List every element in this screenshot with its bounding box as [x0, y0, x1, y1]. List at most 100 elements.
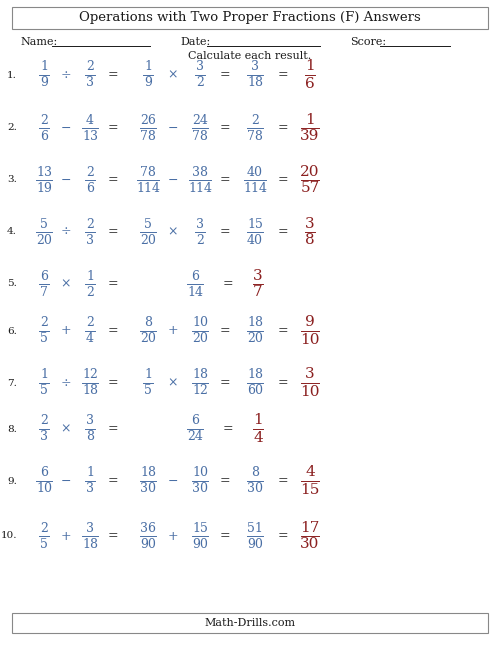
Text: +: + — [168, 529, 178, 542]
Text: 2: 2 — [86, 166, 94, 179]
Text: Score:: Score: — [350, 37, 386, 47]
Text: 3: 3 — [253, 269, 263, 283]
Text: 114: 114 — [243, 182, 267, 195]
Text: ×: × — [168, 377, 178, 389]
Text: ×: × — [61, 278, 72, 291]
Text: 20: 20 — [192, 333, 208, 345]
Text: +: + — [168, 325, 178, 338]
Text: 18: 18 — [82, 384, 98, 397]
Text: 4: 4 — [253, 430, 263, 444]
Text: 38: 38 — [192, 166, 208, 179]
Text: 5: 5 — [144, 217, 152, 230]
Text: 3: 3 — [86, 234, 94, 247]
Text: 3: 3 — [196, 61, 204, 74]
Text: 39: 39 — [300, 129, 320, 144]
Text: =: = — [222, 422, 234, 435]
Text: 1: 1 — [144, 369, 152, 382]
Text: 2: 2 — [251, 113, 259, 127]
Text: 19: 19 — [36, 182, 52, 195]
Text: =: = — [220, 474, 230, 487]
Text: 90: 90 — [140, 538, 156, 551]
Text: 6: 6 — [40, 466, 48, 479]
Text: 1: 1 — [86, 466, 94, 479]
Text: =: = — [108, 529, 118, 542]
Text: =: = — [220, 226, 230, 239]
Text: 18: 18 — [247, 76, 263, 89]
Text: 1: 1 — [86, 270, 94, 283]
Text: 24: 24 — [192, 113, 208, 127]
Text: 2: 2 — [40, 113, 48, 127]
Text: 18: 18 — [140, 466, 156, 479]
Text: 40: 40 — [247, 166, 263, 179]
Text: =: = — [108, 173, 118, 186]
Text: 13: 13 — [36, 166, 52, 179]
Text: 8: 8 — [86, 430, 94, 443]
Text: 10: 10 — [300, 384, 320, 399]
Text: 5: 5 — [40, 217, 48, 230]
Text: 3: 3 — [251, 61, 259, 74]
Text: =: = — [108, 122, 118, 135]
Text: −: − — [61, 474, 72, 487]
Text: 10.: 10. — [0, 531, 17, 540]
Text: 3: 3 — [305, 367, 315, 382]
Text: +: + — [60, 325, 72, 338]
Text: 3: 3 — [40, 430, 48, 443]
Text: 5: 5 — [40, 538, 48, 551]
Text: 5.: 5. — [7, 280, 17, 289]
Text: 30: 30 — [140, 483, 156, 496]
Text: 8.: 8. — [7, 424, 17, 433]
Text: 5: 5 — [40, 384, 48, 397]
Text: 78: 78 — [247, 129, 263, 142]
Text: 6: 6 — [191, 270, 199, 283]
Text: −: − — [61, 122, 72, 135]
Text: Math-Drills.com: Math-Drills.com — [204, 618, 296, 628]
Text: 57: 57 — [300, 182, 320, 195]
Text: =: = — [278, 122, 288, 135]
Text: 30: 30 — [300, 538, 320, 551]
Text: −: − — [61, 173, 72, 186]
Text: 3: 3 — [86, 483, 94, 496]
Text: ÷: ÷ — [60, 69, 72, 82]
Text: 14: 14 — [187, 285, 203, 298]
Text: 78: 78 — [140, 129, 156, 142]
Text: 6: 6 — [305, 76, 315, 91]
Text: 8: 8 — [144, 316, 152, 329]
Text: 2: 2 — [196, 234, 204, 247]
Text: 10: 10 — [300, 333, 320, 347]
Text: 1: 1 — [253, 413, 263, 428]
Text: 10: 10 — [192, 466, 208, 479]
Text: 2: 2 — [40, 415, 48, 428]
Text: 4: 4 — [86, 113, 94, 127]
Text: 5: 5 — [144, 384, 152, 397]
Text: =: = — [222, 278, 234, 291]
FancyBboxPatch shape — [12, 7, 488, 29]
Text: 18: 18 — [247, 316, 263, 329]
Text: 2: 2 — [40, 521, 48, 534]
Text: −: − — [168, 474, 178, 487]
Text: 6: 6 — [191, 415, 199, 428]
Text: 30: 30 — [247, 483, 263, 496]
Text: 1.: 1. — [7, 71, 17, 80]
Text: 1: 1 — [40, 369, 48, 382]
Text: =: = — [278, 226, 288, 239]
Text: 8: 8 — [251, 466, 259, 479]
Text: 60: 60 — [247, 384, 263, 397]
Text: 2: 2 — [196, 76, 204, 89]
Text: 18: 18 — [82, 538, 98, 551]
Text: 24: 24 — [187, 430, 203, 443]
Text: =: = — [220, 325, 230, 338]
Text: 20: 20 — [36, 234, 52, 247]
Text: 2: 2 — [86, 217, 94, 230]
Text: 2: 2 — [86, 285, 94, 298]
Text: 1: 1 — [305, 60, 315, 74]
Text: Name:: Name: — [20, 37, 57, 47]
Text: 3: 3 — [86, 521, 94, 534]
Text: =: = — [278, 529, 288, 542]
Text: =: = — [278, 474, 288, 487]
Text: Calculate each result.: Calculate each result. — [188, 51, 312, 61]
Text: 36: 36 — [140, 521, 156, 534]
Text: 20: 20 — [247, 333, 263, 345]
Text: 12: 12 — [192, 384, 208, 397]
Text: 6: 6 — [40, 270, 48, 283]
Text: =: = — [220, 69, 230, 82]
